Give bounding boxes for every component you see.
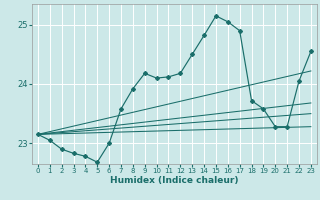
X-axis label: Humidex (Indice chaleur): Humidex (Indice chaleur) [110,176,239,185]
